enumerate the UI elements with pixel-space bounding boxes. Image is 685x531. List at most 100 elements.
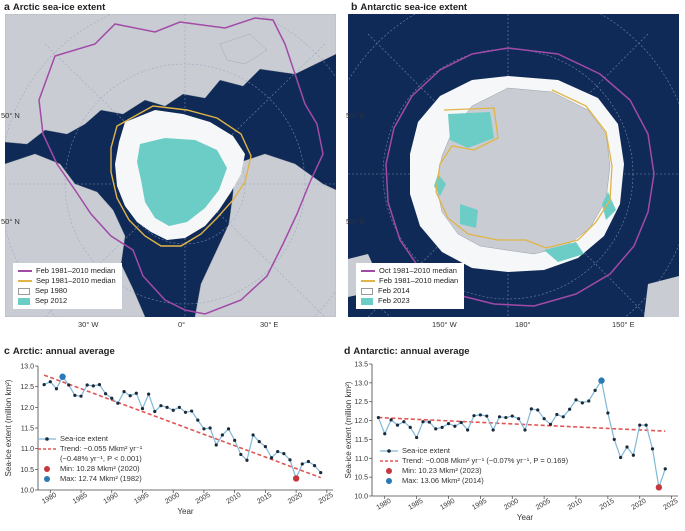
legend-trend: Trend: −0.055 Mkm² yr⁻¹ bbox=[38, 444, 142, 454]
legend-box-swatch bbox=[18, 287, 30, 295]
data-point bbox=[593, 388, 597, 392]
y-tick-label: 13.0 bbox=[354, 380, 368, 387]
antarctic-oct-median bbox=[385, 47, 655, 307]
data-point bbox=[147, 392, 151, 396]
antarctic-lon-label: 180° bbox=[515, 320, 531, 329]
data-point bbox=[415, 435, 419, 440]
data-point bbox=[440, 425, 444, 429]
data-point bbox=[251, 433, 255, 437]
arctic-legend-item: Sep 2012 bbox=[18, 296, 116, 306]
data-point bbox=[395, 423, 400, 427]
data-point bbox=[478, 413, 482, 417]
antarctic-lat-label: 50° S bbox=[346, 217, 365, 226]
x-tick-label: 1990 bbox=[103, 492, 120, 506]
data-point bbox=[171, 408, 175, 412]
legend-series: Sea-ice extent bbox=[38, 434, 142, 444]
data-point bbox=[402, 420, 406, 424]
data-point bbox=[306, 459, 311, 464]
x-tick-label: 1980 bbox=[376, 498, 393, 512]
data-point bbox=[376, 415, 380, 420]
data-point bbox=[574, 398, 578, 402]
legend-box-swatch bbox=[18, 297, 30, 305]
data-point bbox=[282, 452, 286, 456]
x-tick-label: 2020 bbox=[287, 492, 304, 506]
legend-box-swatch bbox=[361, 297, 373, 305]
legend-trend-swatch bbox=[38, 445, 56, 453]
y-tick-label: 10.0 bbox=[20, 488, 34, 495]
data-point bbox=[276, 449, 280, 454]
x-tick-label: 2025 bbox=[318, 492, 335, 506]
y-tick-label: 11.0 bbox=[355, 456, 368, 463]
data-point bbox=[79, 394, 83, 398]
y-tick-label: 11.5 bbox=[355, 437, 368, 444]
legend-series-swatch bbox=[380, 447, 398, 455]
data-point bbox=[510, 414, 514, 418]
data-point bbox=[214, 443, 218, 447]
y-tick-label: 10.0 bbox=[354, 494, 368, 501]
series-line bbox=[43, 375, 322, 481]
antarctic-legend-item: Feb 2023 bbox=[361, 296, 458, 306]
antarctic-lon-label: 150° E bbox=[612, 320, 635, 329]
x-axis-title: Year bbox=[177, 507, 194, 516]
arctic-feb-median bbox=[38, 17, 324, 315]
data-point bbox=[220, 433, 224, 437]
data-point bbox=[536, 408, 540, 412]
data-point bbox=[165, 405, 169, 409]
legend-max: Max: 12.74 Mkm² (1982) bbox=[38, 474, 142, 484]
data-point bbox=[523, 428, 527, 432]
data-point bbox=[48, 380, 52, 384]
x-tick-label: 2000 bbox=[503, 498, 520, 512]
data-point bbox=[568, 407, 572, 411]
antarctic-legend-item: Feb 2014 bbox=[361, 286, 458, 296]
data-point bbox=[239, 452, 243, 457]
data-point bbox=[529, 407, 533, 411]
panel-c-title: c Arctic: annual average bbox=[4, 345, 115, 357]
data-point bbox=[300, 462, 304, 466]
antarctic-chart-legend: Sea-ice extent Trend: −0.008 Mkm² yr⁻¹ (… bbox=[380, 446, 568, 486]
data-point bbox=[453, 424, 457, 428]
antarctic-annual-chart: 10.0 10.5 11.0 11.5 12.0 12.5 13.0 13.5 1980 1985… bbox=[344, 362, 679, 523]
panel-d-title: d Antarctic: annual average bbox=[344, 345, 470, 357]
data-point bbox=[446, 421, 451, 426]
arctic-lon-label: 0° bbox=[178, 320, 186, 329]
legend-max-swatch bbox=[38, 475, 56, 483]
antarctic-lat-label: 50° S bbox=[346, 111, 365, 120]
data-point bbox=[638, 423, 642, 427]
max-point bbox=[59, 373, 66, 380]
legend-trend-swatch bbox=[380, 457, 398, 465]
x-tick-label: 2020 bbox=[631, 498, 648, 512]
data-point bbox=[459, 420, 463, 425]
x-tick-label: 2005 bbox=[535, 498, 552, 512]
y-tick-label: 10.5 bbox=[20, 467, 34, 474]
data-point bbox=[196, 418, 200, 422]
y-tick-label: 13.0 bbox=[20, 364, 34, 371]
data-point bbox=[202, 427, 206, 431]
data-point bbox=[159, 404, 163, 408]
x-tick-label: 1995 bbox=[133, 492, 150, 506]
legend-series: Sea-ice extent bbox=[380, 446, 568, 456]
arctic-map-legend: Feb 1981–2010 median Sep 1981–2010 media… bbox=[13, 263, 122, 309]
antarctic-legend-item: Oct 1981–2010 median bbox=[361, 266, 458, 276]
data-point bbox=[472, 414, 476, 418]
y-tick-label: 12.5 bbox=[354, 399, 368, 406]
legend-trend-detail: (−0.48% yr⁻¹, P < 0.001) bbox=[60, 454, 142, 463]
legend-min: Min: 10.28 Mkm² (2020) bbox=[38, 464, 142, 474]
antarctic-lon-label: 150° W bbox=[432, 320, 457, 329]
arctic-annual-chart: 10.0 10.5 11.0 11.5 12.0 12.5 13.0 1980 1985 1990… bbox=[4, 364, 335, 517]
data-point bbox=[263, 445, 267, 449]
data-point bbox=[497, 415, 502, 419]
data-point bbox=[466, 428, 470, 432]
panel-b-title: b Antarctic sea-ice extent bbox=[351, 1, 468, 13]
legend-line-swatch bbox=[361, 270, 375, 272]
data-point bbox=[389, 418, 393, 422]
data-point bbox=[183, 410, 188, 414]
data-point bbox=[128, 394, 132, 398]
data-point bbox=[116, 401, 120, 405]
min-point bbox=[655, 484, 663, 491]
x-tick-label: 2015 bbox=[256, 492, 273, 506]
y-tick-label: 12.0 bbox=[20, 405, 34, 412]
data-point bbox=[434, 427, 438, 431]
data-point bbox=[208, 426, 212, 430]
x-tick-label: 2005 bbox=[195, 492, 212, 506]
legend-box-swatch bbox=[361, 287, 373, 295]
